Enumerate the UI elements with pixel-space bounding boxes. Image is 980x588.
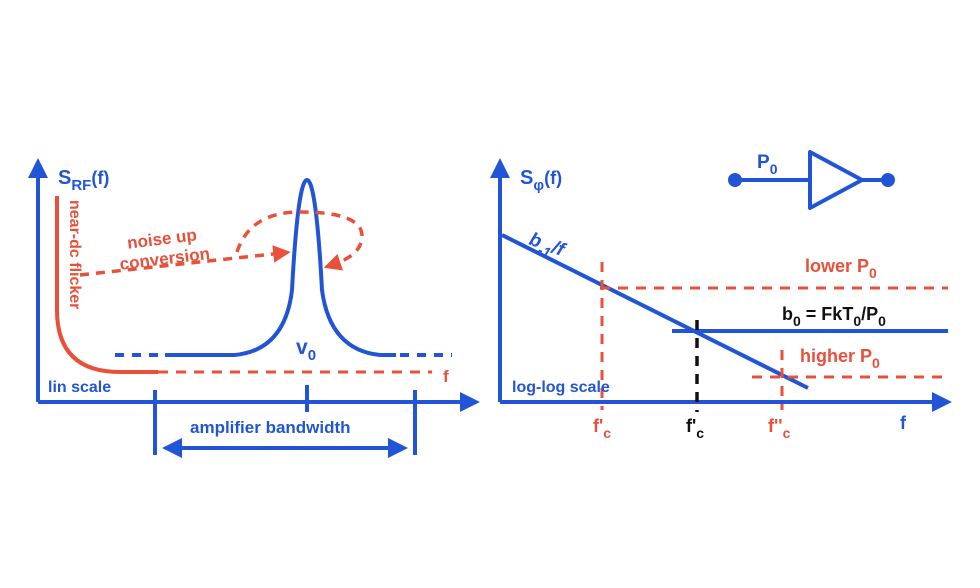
flicker-noise-curve (55, 196, 158, 374)
fc-high-label: f''c (768, 416, 791, 441)
higher-p0-label: higher P0 (800, 346, 880, 371)
left-y-axis-label: SRF(f) (58, 167, 109, 194)
flicker-label: near-dc flicker (66, 200, 83, 309)
upconversion-arrow-curved (235, 210, 364, 271)
right-y-axis-label: Sφ(f) (520, 167, 562, 194)
left-panel: SRF(f) near-dc flicker f v0 noise up con… (28, 158, 480, 458)
carrier-spectrum-curve (165, 177, 396, 357)
fc-mid-label: f'c (686, 416, 704, 441)
lower-p0-label: lower P0 (805, 256, 877, 281)
amp-power-label: P0 (757, 152, 778, 177)
right-x-axis-label: f (900, 413, 907, 433)
amp-output-node (881, 173, 895, 187)
left-scale-label: lin scale (48, 379, 111, 396)
right-scale-label: log-log scale (512, 379, 610, 396)
amplifier-triangle-icon (808, 150, 864, 210)
left-x-axis-label: f (443, 367, 449, 386)
slope-label: b-1/f (525, 229, 569, 265)
floor-equation: b0 = FkT0/P0 (782, 304, 886, 329)
bandwidth-label: amplifier bandwidth (190, 418, 351, 437)
upconversion-label: noise up conversion (116, 224, 211, 274)
flicker-slope-line (501, 233, 809, 390)
fc-low-label: f'c (593, 416, 611, 441)
right-panel: Sφ(f) f P0 b-1/f lower P0 b0 = FkT0/P0 h… (490, 150, 952, 441)
upconversion-arrow-straight (79, 245, 291, 277)
carrier-label: v0 (296, 336, 316, 364)
